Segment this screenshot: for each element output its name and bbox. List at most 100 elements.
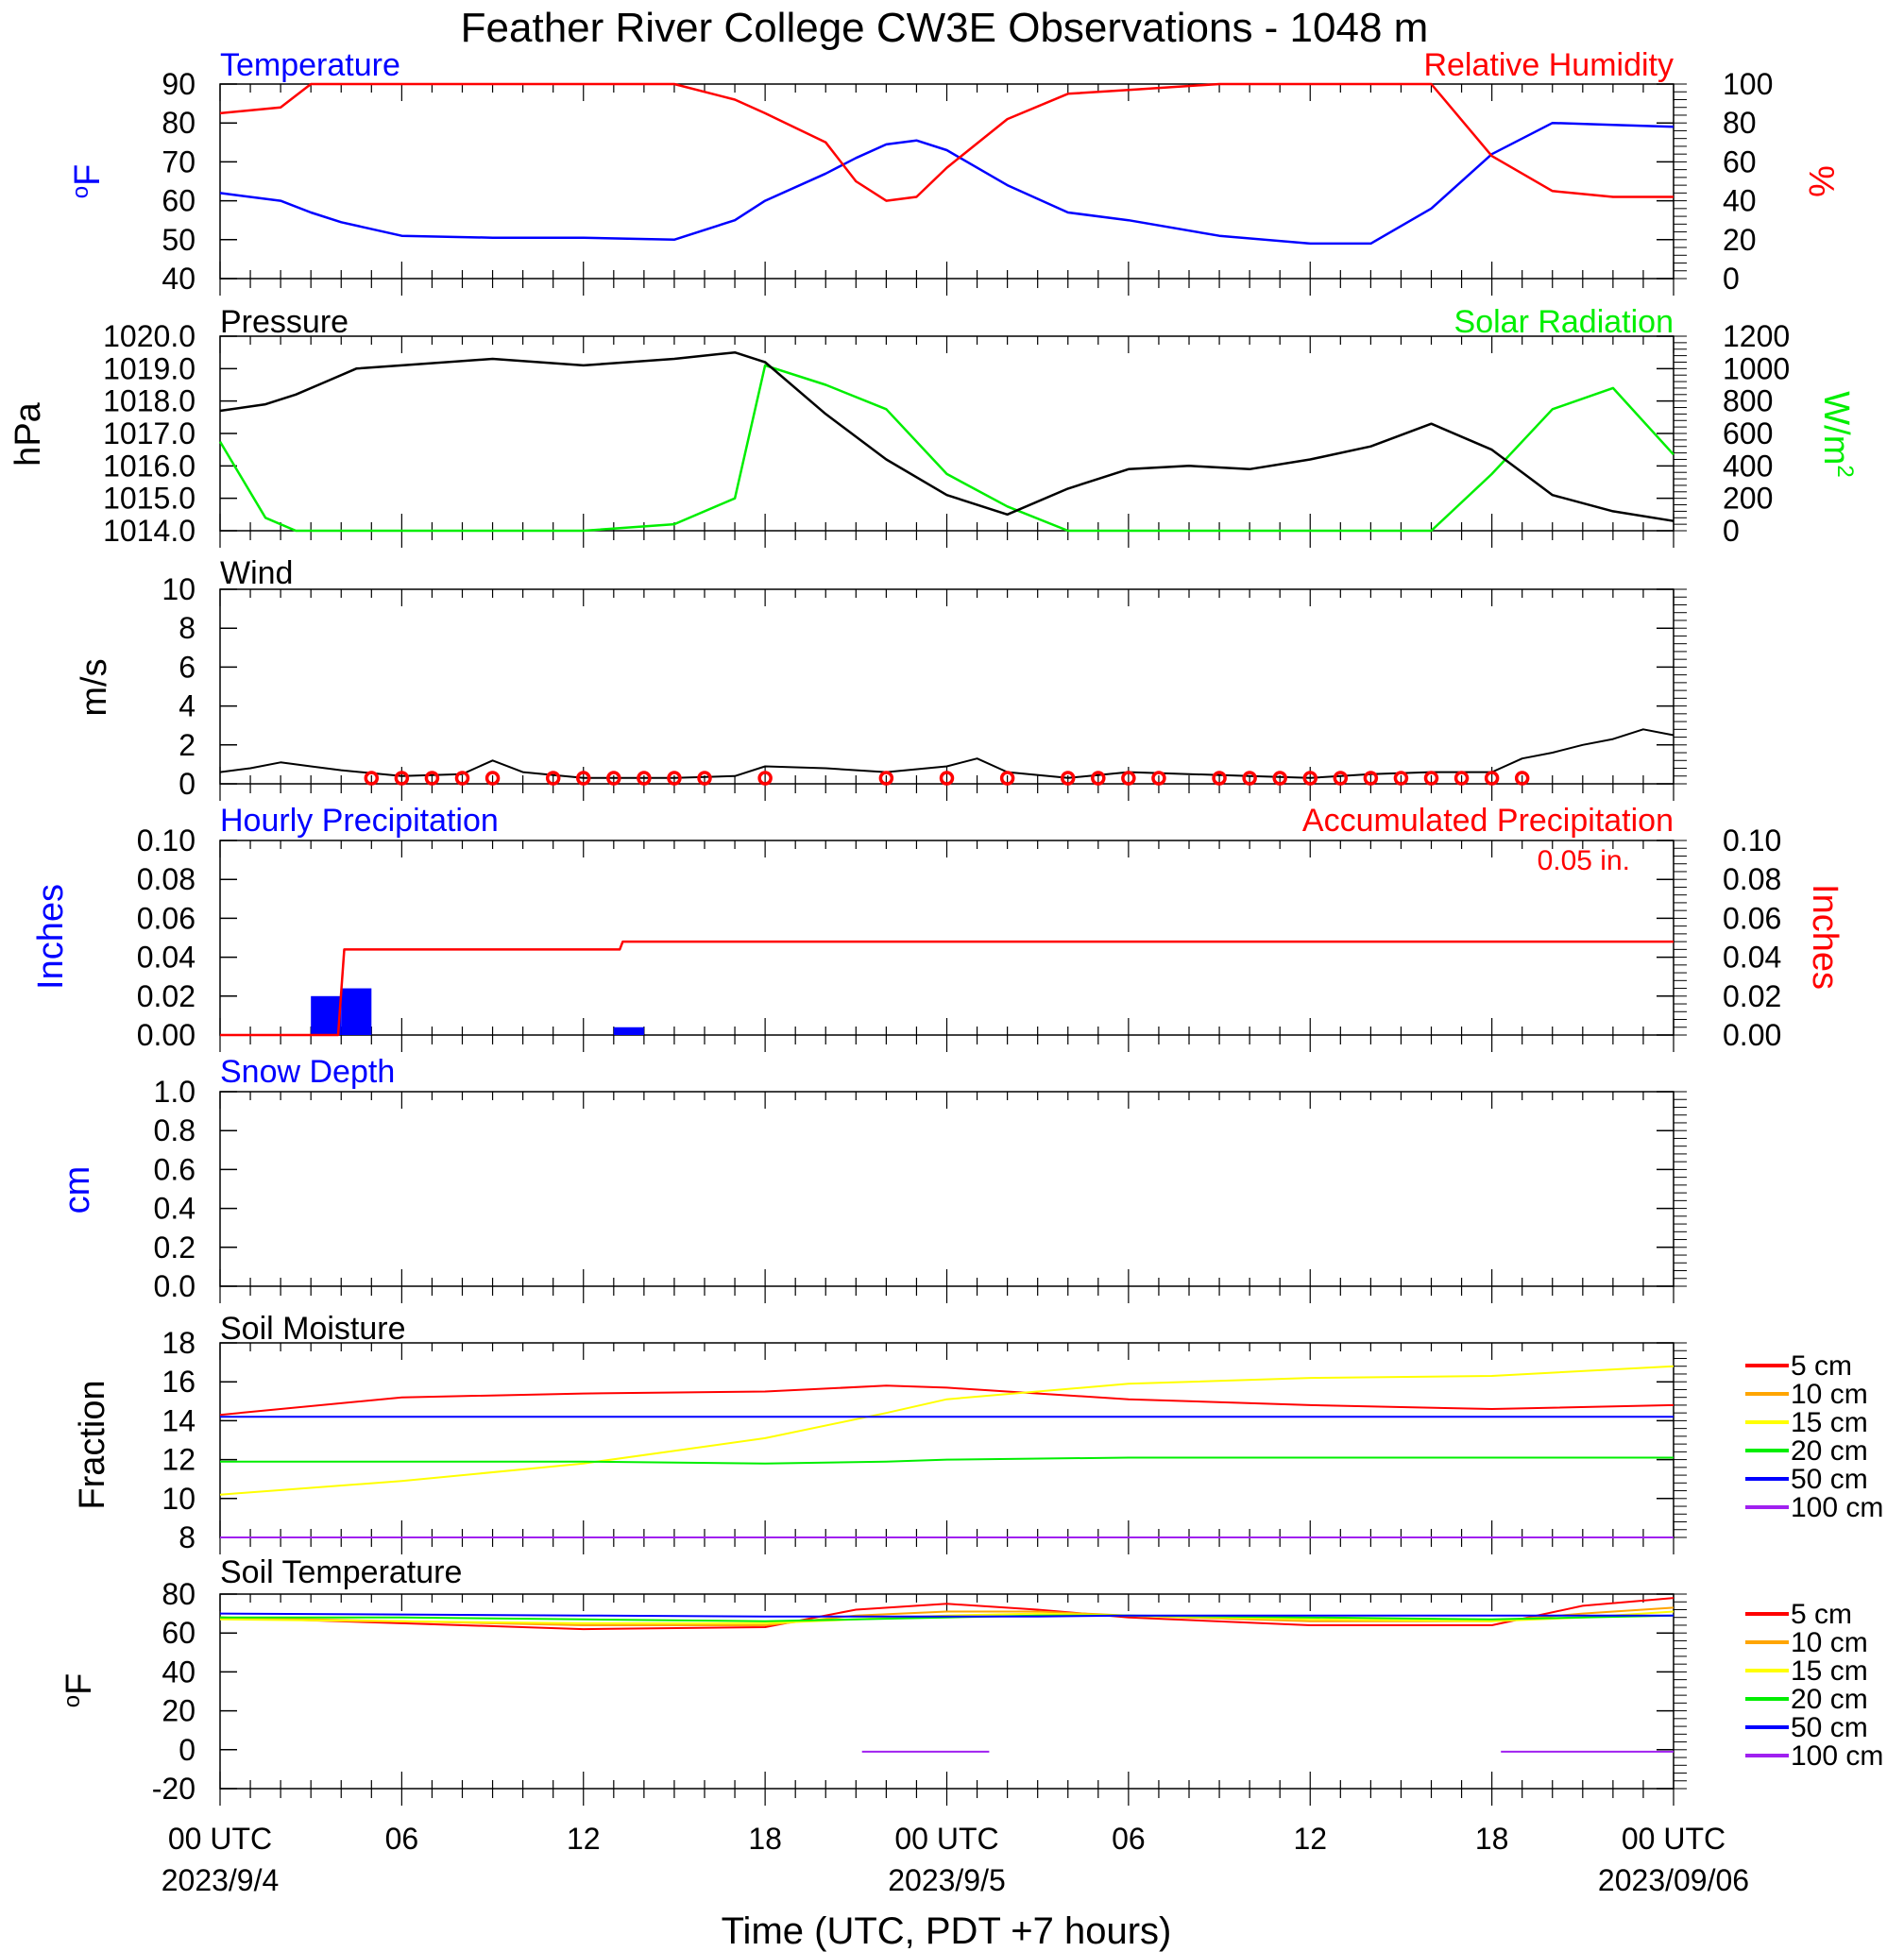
legend-label-soiltemp: 10 cm (1791, 1627, 1868, 1658)
x-tick-label: 12 (567, 1822, 601, 1856)
y-tick-label: 80 (162, 1577, 196, 1611)
wind-calm-marker (1151, 771, 1166, 786)
soil-moisture-20cm (220, 1456, 1674, 1465)
y-tick-label: 12 (162, 1443, 196, 1477)
x-date-label: 2023/09/06 (1598, 1863, 1749, 1897)
plot-frame-6 (219, 1593, 1674, 1790)
y-tick-label-right: 200 (1723, 482, 1773, 516)
wind-calm-marker (545, 771, 561, 786)
panel-snow-depth: Snow Depth cm (58, 1054, 395, 1214)
y-tick-label: 0.00 (137, 1018, 196, 1052)
y-tick-label: 0.2 (154, 1231, 196, 1265)
y-tick-label: 14 (162, 1403, 196, 1437)
axis-label-degf-top: oF (68, 164, 108, 199)
plot-frame-2 (219, 588, 1674, 785)
axis-label-wm2: W/m2 (1816, 391, 1858, 477)
y-tick-label: 0.04 (137, 941, 196, 975)
y-tick-label-right: 100 (1723, 67, 1773, 101)
wind-calm-marker (484, 771, 501, 786)
series-accumulated-precip (220, 940, 1674, 1037)
y-tick-label: 2 (178, 728, 196, 762)
series-pressure (219, 350, 1674, 522)
legend-label-soiltemp: 5 cm (1791, 1599, 1852, 1630)
wind-calm-marker (939, 771, 955, 786)
legend-label-moisture: 100 cm (1791, 1492, 1883, 1523)
wind-calm-marker (576, 771, 591, 786)
y-tick-label: 0.06 (137, 901, 196, 935)
wind-calm-marker (1484, 771, 1500, 786)
soil-temp-15cm (219, 1610, 1674, 1624)
panel-title-snow-depth: Snow Depth (220, 1054, 395, 1090)
axis-label-hpa: hPa (8, 401, 48, 466)
y-tick-label: 10 (162, 1482, 196, 1516)
y-tick-label: 0.8 (154, 1113, 196, 1147)
y-tick-label: 8 (178, 1520, 196, 1554)
panel-title-wind: Wind (220, 555, 293, 591)
x-axis-label: Time (UTC, PDT +7 hours) (722, 1910, 1172, 1952)
legend-label-moisture: 20 cm (1791, 1435, 1868, 1467)
wind-calm-marker (1242, 771, 1257, 786)
panel-title-soil-temperature: Soil Temperature (220, 1554, 462, 1590)
y-tick-label-right: 400 (1723, 449, 1773, 483)
y-tick-label: 1019.0 (103, 351, 196, 385)
y-tick-label: 1020.0 (103, 319, 196, 353)
x-date-label: 2023/9/5 (888, 1863, 1006, 1897)
y-tick-label-right: 600 (1723, 416, 1773, 450)
wind-calm-marker (1393, 771, 1409, 786)
y-tick-label: 1016.0 (103, 449, 196, 483)
y-tick-label: 40 (162, 262, 196, 296)
y-tick-label-right: 1200 (1723, 319, 1790, 353)
y-tick-label: 20 (162, 1694, 196, 1728)
y-tick-label: 60 (162, 1616, 196, 1650)
legend-label-moisture: 50 cm (1791, 1464, 1868, 1495)
wind-calm-marker (1302, 771, 1318, 786)
panel-title-soil-moisture: Soil Moisture (220, 1311, 406, 1347)
plot-frame-5 (219, 1342, 1674, 1538)
wind-calm-marker (606, 771, 621, 786)
x-tick-label: 06 (385, 1822, 419, 1856)
precip-bar (613, 1027, 644, 1035)
y-tick-label: 0.10 (137, 823, 196, 857)
wind-calm-marker (1061, 771, 1076, 786)
panel-title-temperature: Temperature (220, 47, 400, 83)
legend-label-soiltemp: 15 cm (1791, 1655, 1868, 1687)
y-tick-label: 0.6 (154, 1152, 196, 1186)
legend-label-moisture: 15 cm (1791, 1407, 1868, 1438)
y-tick-label: 1015.0 (103, 482, 196, 516)
chart-marks-layer: 9080706050401008060402001020.01019.01018… (103, 67, 1883, 1897)
y-tick-label-right: 0.10 (1723, 823, 1781, 857)
y-tick-label-right: 0.04 (1723, 941, 1781, 975)
axis-label-percent: % (1801, 165, 1841, 197)
wind-calm-marker (999, 771, 1015, 786)
wind-calm-marker (637, 771, 652, 786)
y-tick-label: 1017.0 (103, 416, 196, 450)
x-tick-label: 18 (748, 1822, 782, 1856)
y-tick-label: 0.02 (137, 979, 196, 1013)
legend-label-moisture: 10 cm (1791, 1379, 1868, 1410)
y-tick-label: 0 (178, 767, 196, 801)
wind-calm-marker (878, 771, 894, 786)
y-tick-label-right: 0 (1723, 262, 1740, 296)
wind-calm-marker (1514, 771, 1530, 786)
y-tick-label: 60 (162, 184, 196, 218)
wind-calm-marker (1272, 771, 1287, 786)
axis-label-cm: cm (58, 1166, 97, 1214)
y-tick-label-right: 1000 (1723, 351, 1790, 385)
soil-moisture-5cm (219, 1384, 1674, 1417)
wind-calm-marker (424, 771, 440, 786)
panel-title-pressure: Pressure (220, 304, 348, 340)
x-tick-label: 00 UTC (894, 1822, 998, 1856)
wind-calm-marker (1091, 771, 1106, 786)
axis-label-inches-right: Inches (1805, 884, 1844, 990)
y-tick-label: 0.08 (137, 862, 196, 896)
y-tick-label-right: 20 (1723, 223, 1757, 257)
panel-soil-moisture: Soil Moisture Fraction (73, 1311, 406, 1510)
y-tick-label-right: 0.02 (1723, 979, 1781, 1013)
svg-text:oF: oF (60, 1673, 99, 1708)
x-tick-label: 18 (1475, 1822, 1509, 1856)
x-date-label: 2023/9/4 (162, 1863, 280, 1897)
precip-bar (341, 988, 372, 1035)
wind-calm-marker (1333, 771, 1349, 786)
y-tick-label: 1.0 (154, 1075, 196, 1109)
